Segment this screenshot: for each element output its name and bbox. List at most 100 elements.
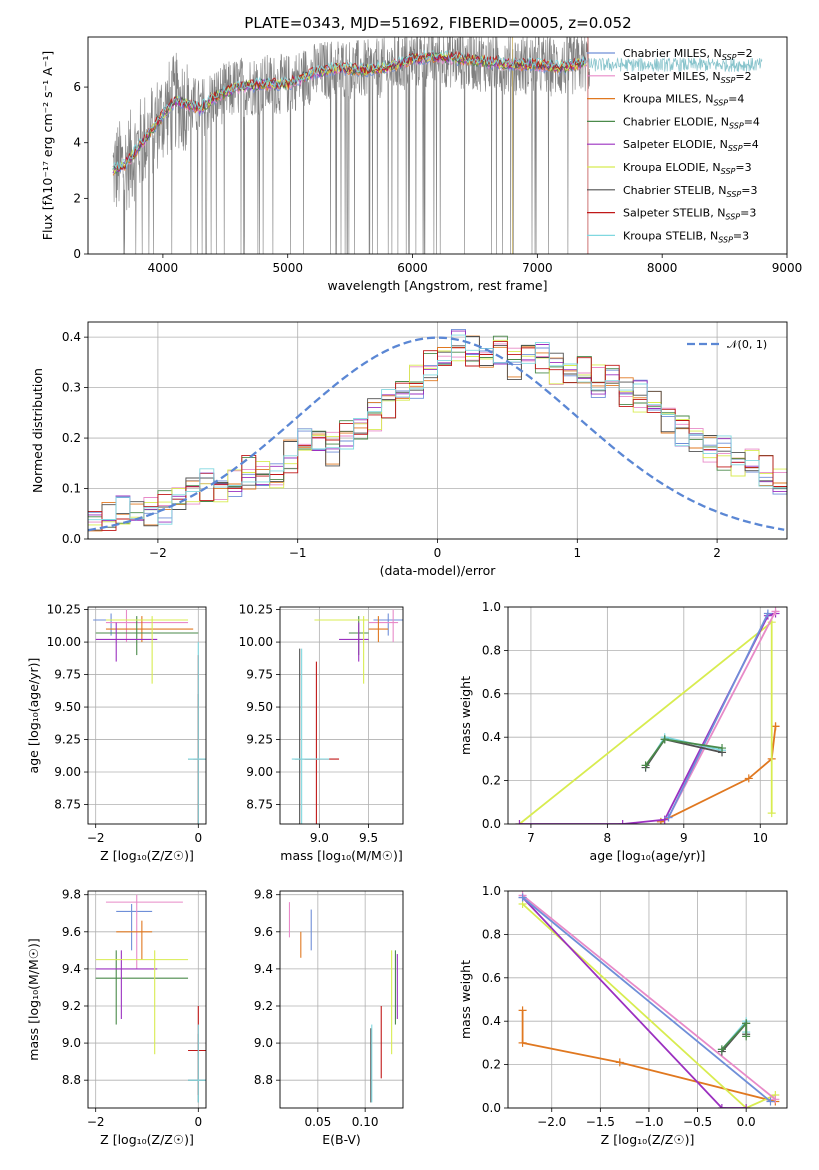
x-axis-label: mass [log₁₀(M/M☉)] [280,848,402,863]
x-axis-label: (data-model)/error [380,563,497,578]
mass-weight-marker [771,722,780,731]
panel-massweight-vs-age: 7 8 9 10 0.0 0.2 0.4 0.6 0.8 1.0 age [log₁₀(age/yr… [458,600,788,863]
y-tick-label: 0.4 [62,330,81,344]
y-tick-label: 9.25 [246,733,273,747]
y-tick-label: 0.3 [62,381,81,395]
y-tick-label: 9.75 [54,668,81,682]
legend-label: Kroupa STELIB, NSSP=3 [623,229,749,244]
y-tick-label: 9.50 [54,700,81,714]
y-tick-label: 9.0 [254,1036,273,1050]
axes-frame [87,321,788,540]
legend-count: =4 [744,115,760,128]
mass-weight-marker [518,893,527,902]
axes-frame [87,606,207,825]
x-axis-label: age [log₁₀(age/yr)] [590,848,706,863]
mass-weight-marker [660,735,669,744]
mass-weight-marker [515,820,524,824]
mass-weight-marker [742,1104,751,1108]
y-tick-label: 10.25 [47,603,81,617]
y-tick-label: 0.8 [482,927,501,941]
y-tick-label: 0.6 [482,971,501,985]
y-tick-label: 0.6 [482,687,501,701]
y-axis-label: age [log₁₀(age/yr)] [26,658,41,774]
x-axis-label: Z [log₁₀(Z/Z☉)] [100,1132,194,1147]
x-tick-label: 0.10 [352,1115,379,1129]
mass-weight-line [522,896,772,1103]
x-tick-label: −2.0 [537,1115,566,1129]
legend-label: Kroupa ELODIE, NSSP=3 [623,161,752,176]
histogram-step [88,335,787,528]
x-tick-label: −0.5 [683,1115,712,1129]
x-tick-label: 7 [527,831,535,845]
legend: Chabrier MILES, NSSP=2 Salpeter MILES, NS… [587,47,760,244]
axes-frame [279,890,404,1109]
legend-subscript: SSP [729,121,744,130]
histogram-step [88,330,787,523]
legend-count: =4 [728,93,744,106]
plot-area [93,609,206,824]
axes-frame [507,890,788,1109]
axes-frame [87,36,788,255]
panel-mass-vs-EBV: 0.05 0.10 8.8 9.0 9.2 9.4 9.6 9.8 E(B-V) [254,888,404,1147]
x-axis-label: Z [log₁₀(Z/Z☉)] [100,848,194,863]
legend-label: Salpeter STELIB, NSSP=3 [623,207,756,222]
x-tick-label: −2 [149,546,167,560]
mass-weight-marker [518,1038,527,1047]
mass-weight-marker [742,1032,751,1041]
legend-subscript: SSP [721,167,736,176]
x-tick-label: 7000 [522,261,553,275]
histogram-step [88,335,787,532]
histogram-step [88,339,787,526]
x-axis-label: Z [log₁₀(Z/Z☉)] [601,1132,695,1147]
axes-frame [279,606,404,825]
x-tick-label: 9.5 [359,831,378,845]
y-tick-label: 9.00 [246,765,273,779]
y-tick-label: 0.8 [482,643,501,657]
legend-subscript: SSP [722,53,737,62]
legend-label: Chabrier STELIB, NSSP=3 [623,184,757,199]
plot-area [288,902,398,1103]
legend-label: 𝒩(0, 1) [727,338,767,351]
x-tick-label: 6000 [397,261,428,275]
y-tick-label: 10.00 [239,635,273,649]
plot-area [95,894,206,1103]
y-tick-label: 1.0 [482,884,501,898]
axes-frame [507,606,788,825]
x-tick-label: −2 [87,1115,105,1129]
y-tick-label: 8.75 [54,798,81,812]
histogram-step [88,328,787,521]
y-tick-label: 1.0 [482,600,501,614]
panel-spectrum: 4000 5000 6000 7000 8000 9000 0 2 4 6 wavelength [… [40,36,802,293]
y-tick-label: 9.00 [54,765,81,779]
y-tick-label: 0.1 [62,482,81,496]
mass-weight-marker [771,607,780,616]
y-tick-label: 9.2 [62,999,81,1013]
x-tick-label: 9.0 [310,831,329,845]
y-tick-label: 0.2 [482,774,501,788]
x-tick-label: 2 [713,546,721,560]
legend-label: Chabrier MILES, NSSP=2 [623,47,753,62]
y-tick-label: 0.4 [482,730,501,744]
y-tick-label: 9.6 [62,925,81,939]
x-tick-label: 8000 [647,261,678,275]
plot-area [112,37,763,254]
legend-subscript: SSP [718,235,733,244]
y-tick-label: 2 [73,191,81,205]
mass-weight-marker [771,1095,780,1104]
mass-weight-line [521,903,776,1108]
y-tick-label: 9.6 [254,925,273,939]
legend-count: =4 [743,138,759,151]
x-tick-label: 10 [753,831,768,845]
mass-weight-marker [518,1006,527,1015]
y-tick-label: 9.8 [62,888,81,902]
y-axis-label: Normed distribution [30,368,45,493]
legend-count: =3 [741,184,757,197]
x-tick-label: 5000 [272,261,303,275]
y-axis-label: mass weight [458,676,473,755]
plot-area [515,607,780,824]
mass-weight-line [660,726,777,823]
y-tick-label: 9.2 [254,999,273,1013]
legend-count: =3 [735,161,751,174]
x-tick-label: 0 [434,546,442,560]
y-tick-label: 0.0 [482,817,501,831]
